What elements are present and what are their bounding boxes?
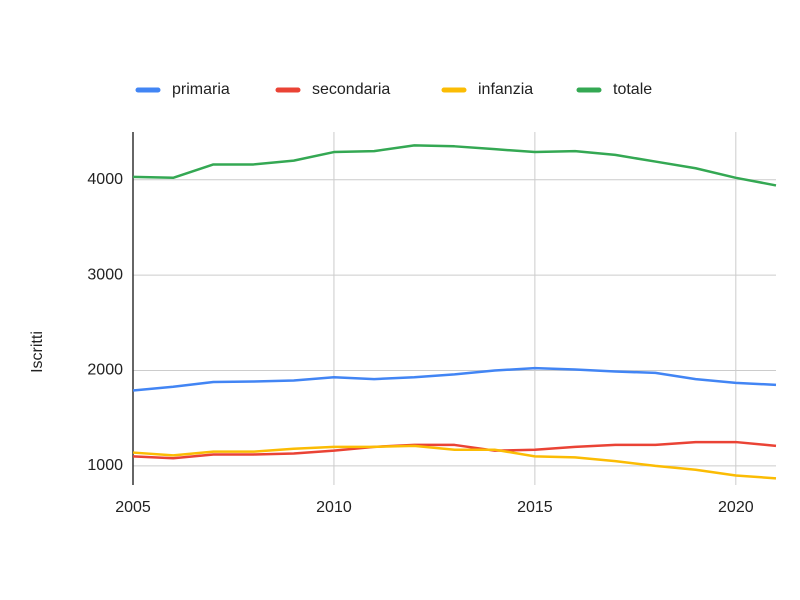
line-series — [132, 440, 777, 460]
y-tick-label: 2000 — [87, 362, 123, 379]
line-series — [132, 366, 777, 392]
y-axis-label: Iscritti — [29, 331, 46, 373]
y-tick-label: 3000 — [87, 266, 123, 283]
x-tick-label: 2015 — [517, 499, 553, 516]
x-tick-label: 2005 — [115, 499, 151, 516]
legend-label: totale — [613, 81, 652, 98]
legend-label: primaria — [172, 81, 230, 98]
x-tick-label: 2010 — [316, 499, 352, 516]
y-tick-label: 4000 — [87, 171, 123, 188]
legend-label: secondaria — [312, 81, 390, 98]
legend-label: infanzia — [478, 81, 533, 98]
line-series — [132, 444, 777, 480]
y-tick-label: 1000 — [87, 457, 123, 474]
x-tick-label: 2020 — [718, 499, 754, 516]
line-series — [132, 144, 777, 187]
